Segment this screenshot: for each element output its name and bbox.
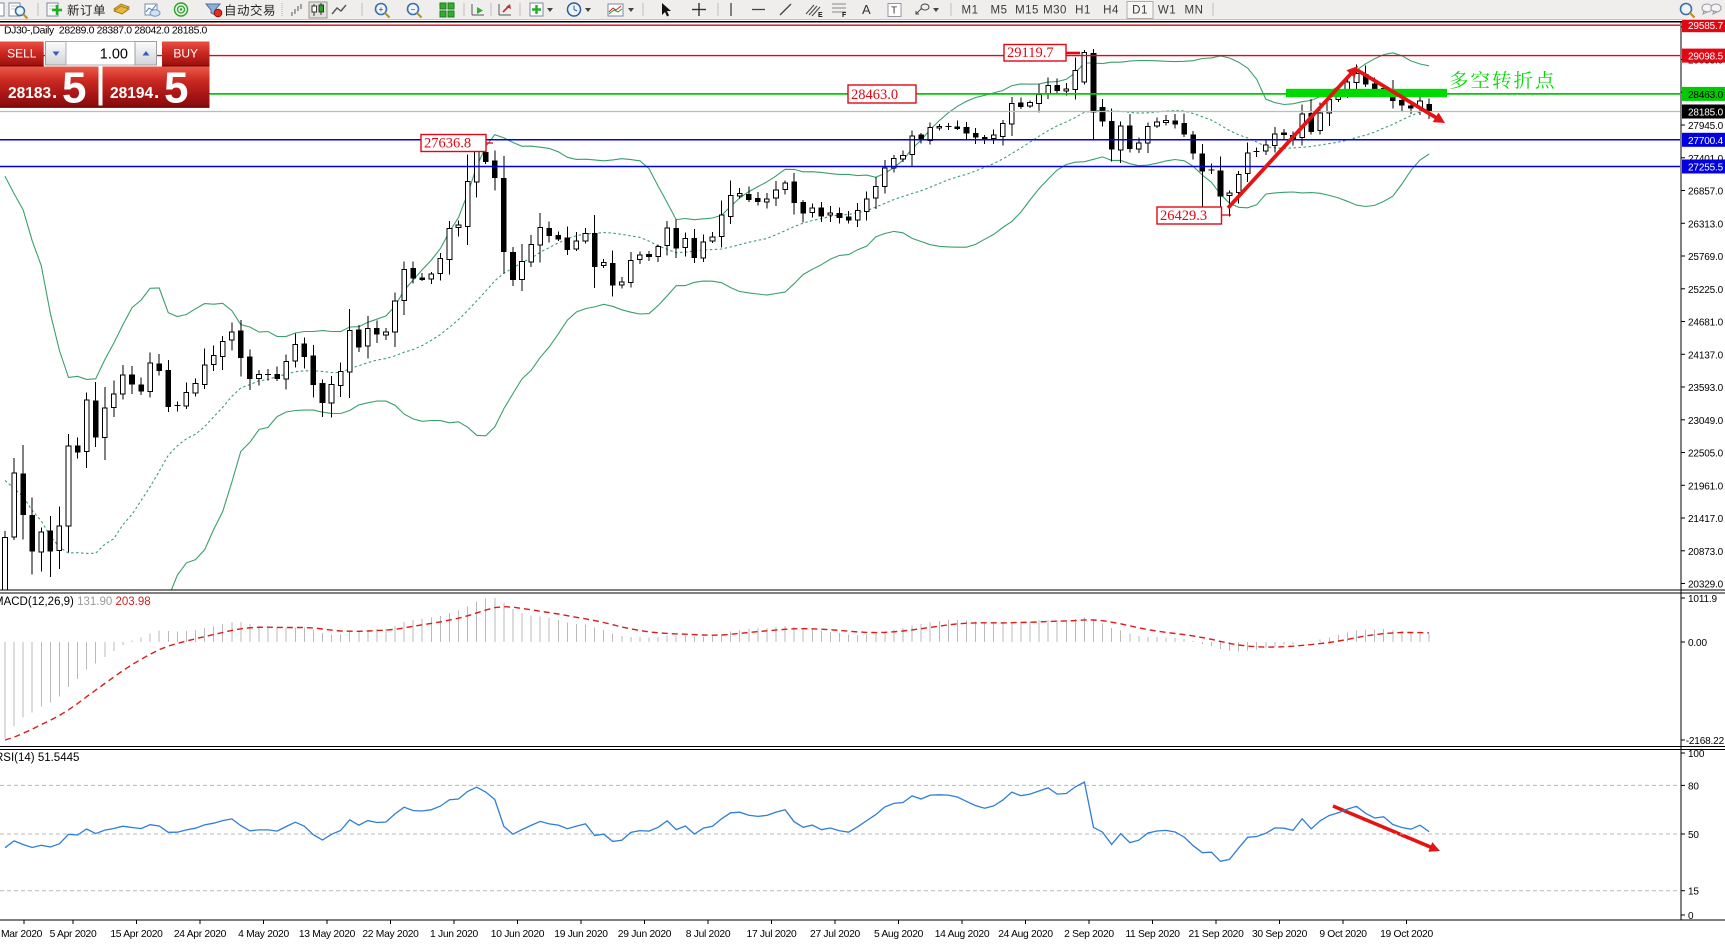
svg-text:D1: D1 [1132, 5, 1148, 17]
svg-text:5 Apr 2020: 5 Apr 2020 [50, 929, 97, 940]
svg-text:1011.9: 1011.9 [1688, 594, 1718, 605]
svg-text:27636.8: 27636.8 [424, 136, 471, 152]
svg-text:28185.0: 28185.0 [1688, 108, 1724, 119]
svg-text:Mar 2020: Mar 2020 [1, 929, 43, 940]
svg-text:21961.0: 21961.0 [1688, 481, 1724, 492]
svg-text:22 May 2020: 22 May 2020 [362, 929, 419, 940]
svg-text:+: + [379, 5, 384, 14]
svg-text:27255.5: 27255.5 [1688, 163, 1724, 174]
svg-text:30 Sep 2020: 30 Sep 2020 [1252, 929, 1308, 940]
svg-text:15: 15 [1688, 887, 1699, 898]
svg-text:M15: M15 [1015, 5, 1039, 17]
svg-text:E: E [818, 12, 823, 19]
svg-text:19 Jun 2020: 19 Jun 2020 [554, 929, 608, 940]
svg-text:M5: M5 [991, 5, 1008, 17]
svg-text:DJ30-,Daily 28289.0 28387.0 2: DJ30-,Daily 28289.0 28387.0 28042.0 2818… [4, 26, 208, 37]
svg-text:21417.0: 21417.0 [1688, 514, 1724, 525]
svg-text:24137.0: 24137.0 [1688, 350, 1724, 361]
svg-text:.: . [52, 82, 57, 103]
svg-text:F: F [842, 12, 847, 19]
svg-text:SELL: SELL [7, 47, 37, 61]
svg-text:13 May 2020: 13 May 2020 [299, 929, 356, 940]
svg-text:29098.5: 29098.5 [1688, 52, 1724, 63]
svg-text:A: A [862, 2, 871, 17]
svg-text:.: . [154, 82, 159, 103]
svg-text:26857.0: 26857.0 [1688, 187, 1724, 198]
svg-text:24 Apr 2020: 24 Apr 2020 [174, 929, 227, 940]
svg-text:29119.7: 29119.7 [1007, 45, 1054, 61]
svg-text:50: 50 [1688, 830, 1699, 841]
svg-text:5: 5 [62, 64, 86, 113]
svg-text:-2168.22: -2168.22 [1686, 736, 1725, 747]
svg-text:M1: M1 [962, 5, 979, 17]
svg-text:W1: W1 [1158, 5, 1176, 17]
svg-text:80: 80 [1688, 781, 1699, 792]
svg-text:5 Aug 2020: 5 Aug 2020 [874, 929, 924, 940]
svg-text:15 Apr 2020: 15 Apr 2020 [110, 929, 163, 940]
svg-text:10 Jun 2020: 10 Jun 2020 [491, 929, 545, 940]
svg-text:11 Sep 2020: 11 Sep 2020 [1125, 929, 1180, 940]
svg-text:20329.0: 20329.0 [1688, 580, 1724, 591]
svg-text:26313.0: 26313.0 [1688, 219, 1724, 230]
svg-text:27 Jul 2020: 27 Jul 2020 [810, 929, 861, 940]
svg-text:H4: H4 [1103, 5, 1119, 17]
svg-text:22505.0: 22505.0 [1688, 449, 1724, 460]
svg-text:MACD(12,26,9) 131.90 203.98: MACD(12,26,9) 131.90 203.98 [0, 596, 151, 608]
svg-text:29 Jun 2020: 29 Jun 2020 [618, 929, 672, 940]
svg-text:100: 100 [1688, 749, 1705, 760]
svg-text:1 Jun 2020: 1 Jun 2020 [430, 929, 479, 940]
svg-text:27401.0: 27401.0 [1688, 154, 1724, 165]
svg-text:23049.0: 23049.0 [1688, 416, 1724, 427]
svg-text:−: − [411, 5, 416, 14]
svg-text:MN: MN [1185, 5, 1204, 17]
svg-text:23593.0: 23593.0 [1688, 383, 1724, 394]
svg-text:24 Aug 2020: 24 Aug 2020 [998, 929, 1053, 940]
svg-text:0: 0 [1688, 911, 1694, 922]
svg-text:14 Aug 2020: 14 Aug 2020 [935, 929, 990, 940]
svg-text:26429.3: 26429.3 [1160, 208, 1207, 224]
svg-text:T: T [891, 6, 897, 17]
svg-text:24681.0: 24681.0 [1688, 318, 1724, 329]
svg-text:28463.0: 28463.0 [1688, 90, 1724, 101]
svg-text:20873.0: 20873.0 [1688, 547, 1724, 558]
svg-text:9 Oct 2020: 9 Oct 2020 [1319, 929, 1367, 940]
svg-text:21 Sep 2020: 21 Sep 2020 [1188, 929, 1244, 940]
svg-text:4 May 2020: 4 May 2020 [238, 929, 289, 940]
svg-text:8 Jul 2020: 8 Jul 2020 [686, 929, 731, 940]
svg-text:0.00: 0.00 [1688, 638, 1707, 649]
svg-text:29585.7: 29585.7 [1688, 21, 1724, 32]
svg-text:28463.0: 28463.0 [851, 87, 898, 103]
svg-text:17 Jul 2020: 17 Jul 2020 [747, 929, 798, 940]
svg-text:28194: 28194 [110, 85, 153, 102]
svg-text:1.00: 1.00 [100, 47, 128, 63]
svg-text:28183: 28183 [8, 85, 51, 102]
svg-text:5: 5 [164, 64, 188, 113]
svg-text:2 Sep 2020: 2 Sep 2020 [1064, 929, 1114, 940]
svg-text:27945.0: 27945.0 [1688, 121, 1724, 132]
svg-text:25225.0: 25225.0 [1688, 285, 1724, 296]
svg-text:M30: M30 [1043, 5, 1067, 17]
svg-text:25769.0: 25769.0 [1688, 252, 1724, 263]
svg-text:19 Oct 2020: 19 Oct 2020 [1380, 929, 1433, 940]
svg-text:RSI(14) 51.5445: RSI(14) 51.5445 [0, 752, 79, 764]
svg-text:27700.4: 27700.4 [1688, 136, 1724, 147]
svg-text:H1: H1 [1075, 5, 1091, 17]
svg-text:BUY: BUY [173, 47, 198, 61]
